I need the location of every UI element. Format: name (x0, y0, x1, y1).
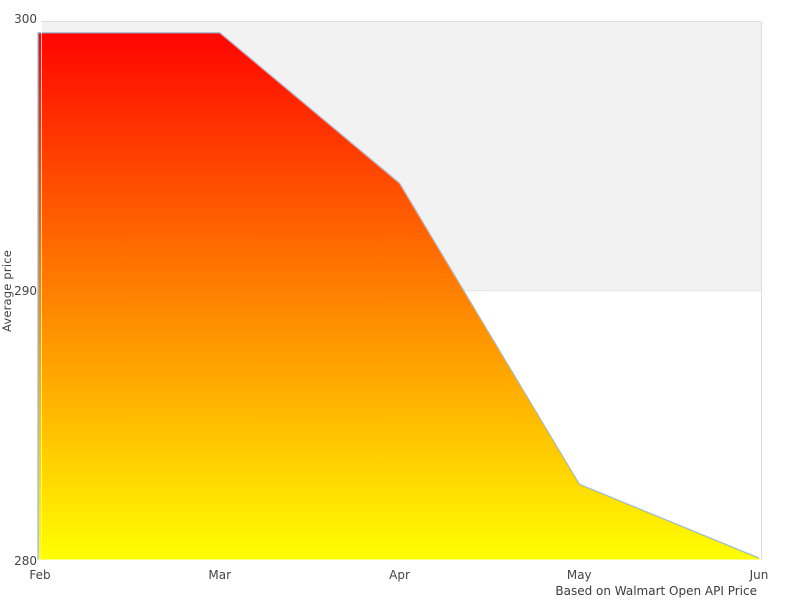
x-tick-label-Feb: Feb (29, 568, 51, 582)
y-tick-label-290: 290 (14, 283, 37, 298)
price-area (38, 32, 761, 560)
x-tick-label-Jun: Jun (749, 568, 769, 582)
price-line (37, 32, 760, 560)
y-tick-label-280: 280 (14, 554, 37, 568)
chart-caption: Based on Walmart Open API Price (555, 584, 757, 598)
y-tick-label-300: 300 (14, 11, 37, 26)
x-tick-label-Apr: Apr (389, 568, 410, 582)
x-tick-label-May: May (566, 568, 592, 582)
x-tick-label-Mar: Mar (208, 568, 232, 582)
